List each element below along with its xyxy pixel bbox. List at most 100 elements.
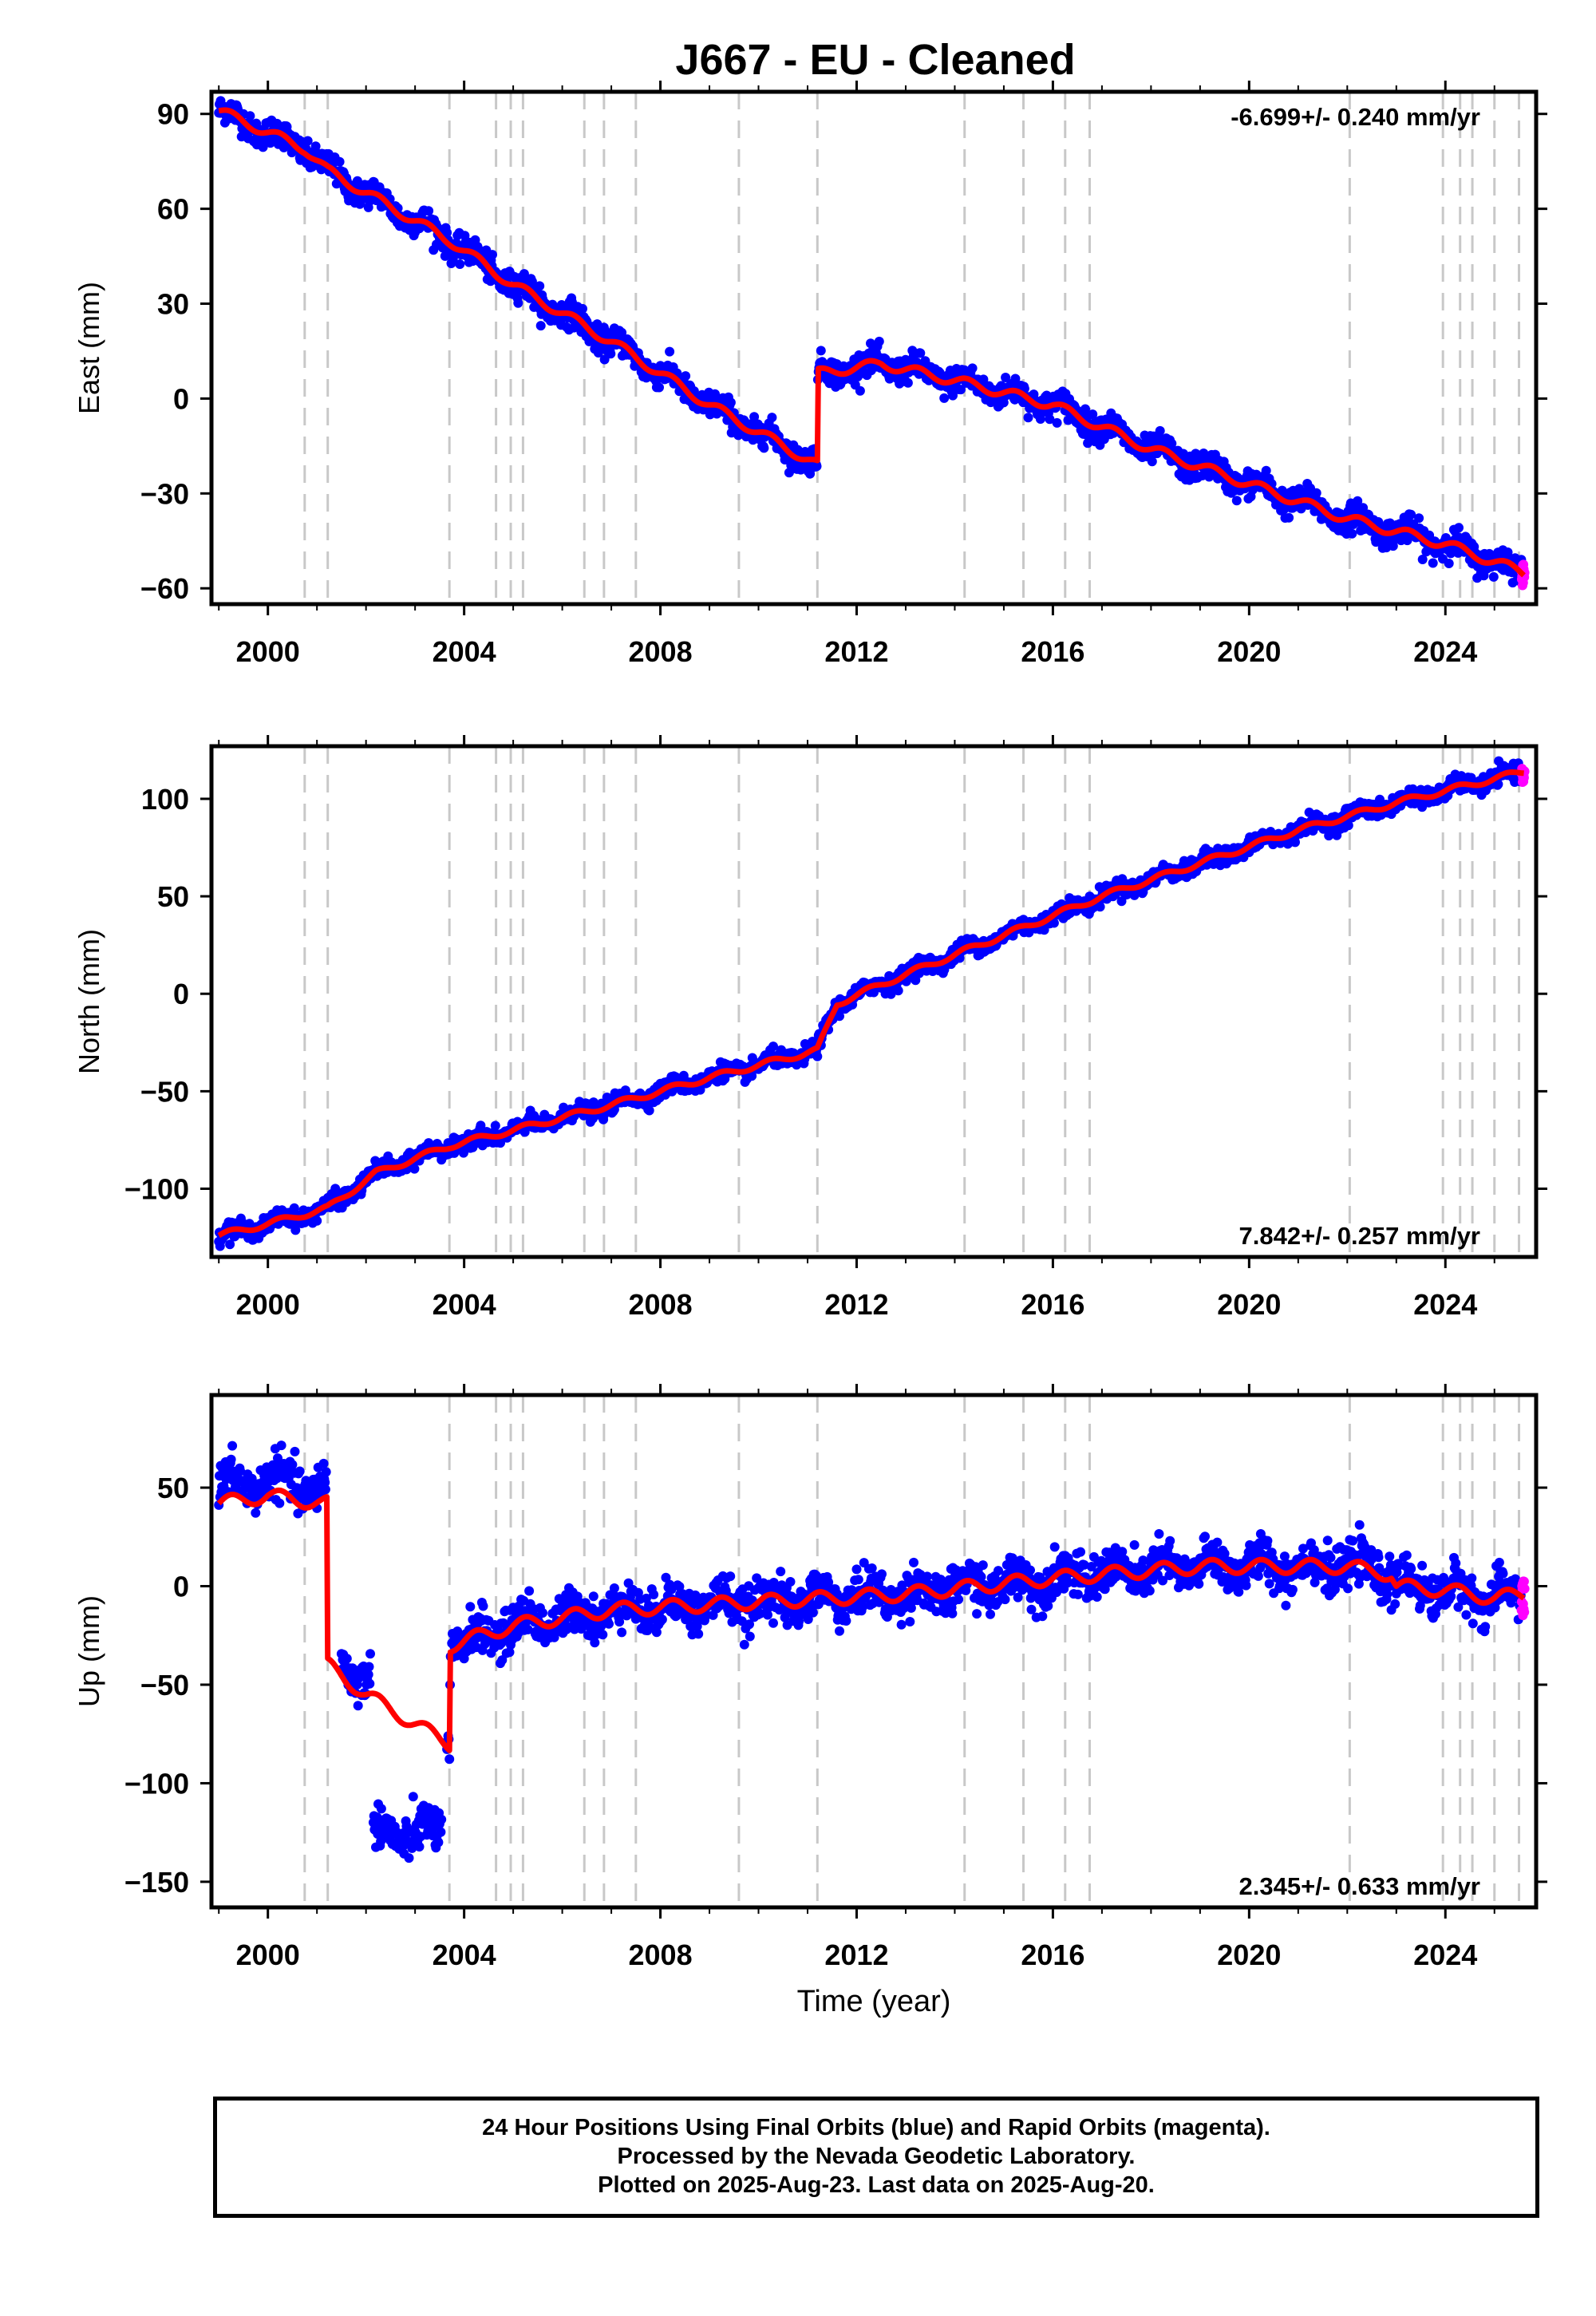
east-point — [654, 382, 664, 393]
east-point — [1080, 404, 1090, 414]
east-point — [245, 111, 255, 121]
up-series-final-orbits — [214, 1441, 1526, 1863]
north-point — [893, 986, 903, 996]
east-point — [1001, 373, 1011, 382]
east-point — [352, 176, 362, 186]
up-point — [276, 1441, 286, 1451]
north-x-tick-label: 2016 — [1021, 1288, 1084, 1321]
east-point — [535, 281, 545, 291]
north-x-tick-label: 2020 — [1217, 1288, 1281, 1321]
east-model-line — [217, 107, 1526, 578]
east-point — [1088, 409, 1098, 420]
north-point — [1290, 837, 1300, 848]
up-point — [365, 1649, 375, 1659]
east-point — [1406, 509, 1416, 520]
east-x-tick-label: 2024 — [1413, 635, 1477, 668]
up-point — [478, 1601, 488, 1611]
north-point — [409, 1164, 420, 1174]
up-point — [226, 1454, 236, 1464]
east-point — [1353, 496, 1363, 506]
up-point — [465, 1602, 476, 1612]
north-point — [290, 1225, 301, 1235]
east-point — [665, 346, 675, 357]
east-point — [1045, 414, 1055, 425]
up-point — [365, 1678, 375, 1689]
east-point — [681, 371, 691, 381]
east-point — [767, 413, 777, 423]
up-point — [404, 1853, 414, 1863]
up-point — [227, 1441, 238, 1451]
north-x-tick-label: 2000 — [236, 1288, 300, 1321]
east-point — [939, 393, 950, 403]
up-point — [353, 1701, 363, 1711]
east-point — [1347, 528, 1357, 539]
east-point — [1417, 555, 1428, 564]
east-point — [606, 349, 616, 359]
east-point — [1010, 373, 1021, 384]
east-point — [334, 156, 345, 167]
up-point — [251, 1508, 261, 1518]
east-point — [903, 377, 913, 388]
east-point — [1035, 414, 1045, 424]
north-y-tick-label: 0 — [173, 978, 189, 1010]
east-x-tick-label: 2020 — [1217, 635, 1281, 668]
east-point — [599, 354, 610, 365]
east-point — [1261, 465, 1271, 476]
east-plot-area — [214, 92, 1530, 604]
east-y-tick-label: 30 — [157, 288, 189, 321]
up-point — [414, 1842, 425, 1852]
north-point — [644, 1105, 654, 1116]
east-point — [1488, 571, 1499, 582]
up-point — [318, 1458, 329, 1468]
up-point — [437, 1814, 447, 1824]
east-point — [725, 397, 736, 408]
north-y-tick-label: 100 — [141, 783, 189, 816]
east-y-tick-label: −30 — [140, 477, 189, 510]
east-point — [816, 346, 826, 356]
north-x-tick-label: 2004 — [433, 1288, 496, 1321]
east-point — [1428, 558, 1438, 568]
east-y-tick-label: 60 — [157, 193, 189, 226]
east-rate-label: -6.699+/- 0.240 mm/yr — [1231, 103, 1480, 131]
north-x-tick-label: 2012 — [824, 1288, 888, 1321]
up-point — [376, 1804, 386, 1814]
north-rate-label: 7.842+/- 0.257 mm/yr — [1239, 1222, 1480, 1250]
north-point — [312, 1215, 322, 1226]
east-point — [1147, 456, 1157, 467]
east-x-tick-label: 2008 — [629, 635, 693, 668]
north-point — [225, 1239, 235, 1250]
east-point — [759, 443, 769, 453]
north-y-tick-label: −50 — [140, 1075, 189, 1108]
east-point — [1311, 488, 1321, 498]
east-y-tick-label: 0 — [173, 382, 189, 415]
east-point — [1231, 496, 1242, 506]
east-x-tick-label: 2004 — [433, 635, 496, 668]
east-point — [1444, 559, 1454, 568]
east-point — [1052, 417, 1062, 428]
east-point — [1083, 438, 1093, 449]
east-point — [1414, 513, 1424, 524]
up-point — [364, 1662, 374, 1672]
up-point — [444, 1754, 455, 1765]
east-point — [442, 227, 452, 238]
east-point — [488, 250, 497, 260]
up-panel: 2000 2004 2008 2012 2016 2020 2024500−50−100−1… — [73, 1384, 1547, 2018]
north-y-tick-label: −100 — [124, 1173, 189, 1206]
up-plot-area — [214, 1395, 1530, 1907]
east-point — [519, 269, 529, 279]
east-point — [1023, 413, 1033, 423]
up-point — [321, 1467, 331, 1477]
up-point — [290, 1446, 300, 1456]
north-point — [490, 1120, 500, 1131]
east-x-tick-label: 2016 — [1021, 635, 1084, 668]
east-point — [967, 363, 978, 373]
up-point — [436, 1827, 446, 1837]
up-point — [320, 1484, 330, 1495]
east-point — [874, 336, 884, 346]
north-plot-area — [214, 746, 1530, 1257]
east-x-tick-label: 2000 — [236, 635, 300, 668]
north-y-axis-label: North (mm) — [73, 929, 105, 1074]
up-point — [294, 1466, 305, 1476]
east-point — [915, 348, 926, 358]
